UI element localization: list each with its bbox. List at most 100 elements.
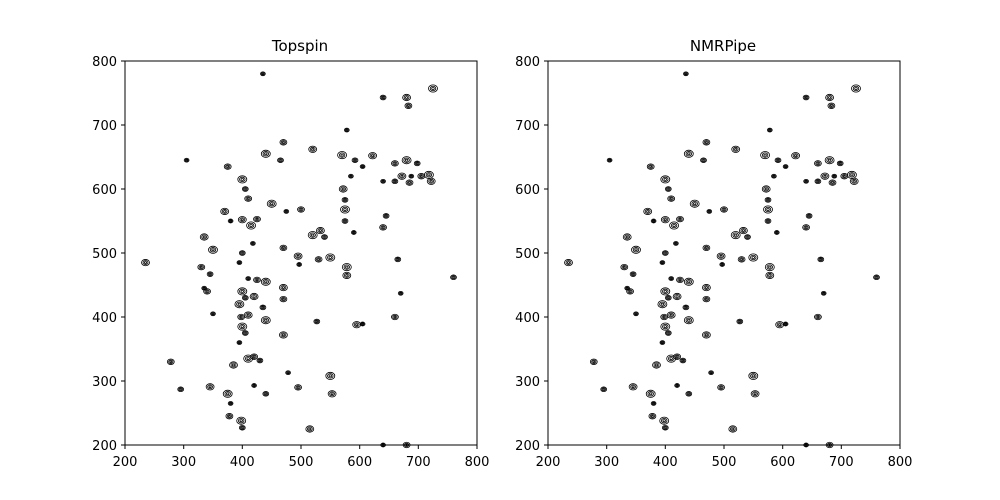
contour-line — [705, 246, 708, 250]
contour-line — [662, 217, 669, 223]
contour-peak — [773, 230, 780, 235]
contour-line — [260, 305, 266, 310]
contour-peak — [199, 233, 209, 241]
contour-line — [702, 284, 711, 292]
contour-peak — [814, 160, 822, 167]
contour-line — [651, 219, 656, 223]
contour-line — [775, 231, 778, 234]
contour-line — [264, 152, 268, 156]
contour-line — [343, 198, 347, 201]
contour-line — [765, 198, 771, 202]
contour-peak — [236, 260, 243, 265]
contour-peak — [717, 384, 725, 391]
contour-line — [395, 257, 401, 262]
contour-peak — [343, 127, 350, 133]
contour-line — [198, 264, 204, 270]
contour-line — [451, 275, 456, 280]
contour-line — [854, 87, 858, 90]
contour-line — [224, 391, 231, 397]
contour-peak — [294, 384, 302, 391]
contour-line — [262, 391, 270, 397]
contour-line — [452, 276, 455, 279]
contour-peak — [380, 178, 386, 184]
contour-peak — [646, 163, 655, 170]
contour-line — [687, 280, 691, 284]
contour-line — [413, 160, 421, 167]
contour-line — [208, 385, 212, 389]
y-tick-label: 600 — [515, 183, 540, 198]
contour-line — [670, 222, 678, 229]
contour-line — [184, 158, 189, 162]
contour-line — [209, 247, 217, 253]
contour-line — [689, 199, 700, 208]
contour-line — [246, 277, 251, 281]
contour-line — [620, 263, 629, 271]
contour-line — [328, 374, 332, 378]
contour-line — [396, 258, 400, 261]
contour-line — [675, 355, 679, 358]
contour-peak — [620, 263, 629, 271]
contour-line — [830, 104, 833, 107]
contour-line — [405, 103, 411, 108]
y-axis: 200 300 400 500 600 700 800 — [92, 55, 125, 454]
contour-line — [202, 235, 206, 239]
contour-line — [205, 383, 215, 391]
contour-peak — [817, 256, 825, 263]
contour-line — [668, 355, 675, 362]
contour-line — [264, 280, 268, 284]
contour-line — [360, 165, 365, 169]
contour-line — [278, 158, 283, 163]
contour-line — [240, 218, 244, 221]
contour-line — [825, 93, 834, 102]
contour-line — [253, 215, 261, 223]
contour-line — [297, 262, 302, 267]
contour-line — [239, 323, 246, 330]
contour-line — [731, 145, 741, 153]
contour-line — [659, 260, 666, 265]
contour-peak — [660, 322, 671, 331]
contour-line — [773, 230, 780, 235]
contour-line — [316, 257, 322, 262]
contour-line — [634, 312, 638, 316]
contour-line — [662, 288, 669, 295]
contour-line — [806, 214, 812, 218]
contour-line — [675, 295, 679, 298]
contour-line — [341, 197, 349, 203]
contour-line — [199, 233, 209, 241]
contour-line — [672, 224, 676, 227]
contour-line — [280, 285, 287, 290]
contour-line — [750, 390, 760, 398]
contour-peak — [223, 163, 232, 170]
contour-line — [648, 164, 654, 169]
contour-line — [298, 207, 304, 212]
contour-line — [602, 388, 605, 391]
contour-peak — [802, 94, 810, 101]
contour-peak — [241, 186, 249, 192]
contour-peak — [606, 157, 613, 163]
contour-peak — [831, 173, 838, 179]
contour-peak — [251, 383, 257, 388]
contour-line — [226, 414, 232, 419]
contour-line — [199, 265, 203, 269]
contour-line — [237, 341, 242, 345]
contour-peak — [236, 340, 243, 345]
contour-peak — [728, 425, 738, 433]
contour-line — [644, 209, 651, 214]
contour-line — [702, 295, 711, 303]
contour-line — [703, 285, 710, 290]
contour-line — [701, 158, 706, 163]
x-tick-label: 500 — [289, 455, 314, 470]
contour-line — [736, 318, 744, 325]
contour-line — [660, 287, 671, 296]
contour-line — [652, 402, 655, 405]
contour-line — [338, 152, 346, 158]
contour-line — [240, 425, 245, 430]
contour-line — [250, 241, 256, 246]
contour-line — [229, 402, 232, 405]
y-tick-label: 200 — [515, 439, 540, 454]
contour-line — [342, 219, 348, 223]
contour-line — [279, 244, 288, 252]
contour-line — [238, 341, 241, 344]
contour-peak — [673, 241, 679, 246]
contour-line — [254, 277, 260, 283]
